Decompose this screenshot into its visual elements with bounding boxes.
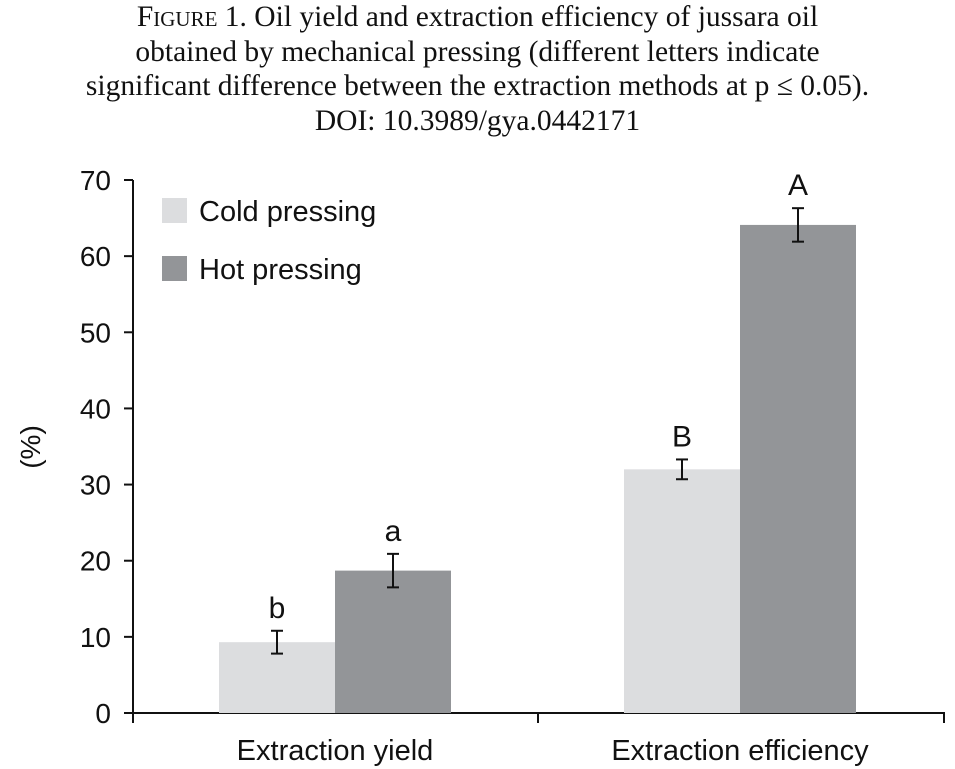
caption-line-1-text: Oil yield and extraction efficiency of j… xyxy=(254,1,819,33)
bar xyxy=(335,570,451,713)
y-tick-label: 60 xyxy=(80,241,111,272)
significance-letter: B xyxy=(672,420,692,453)
legend-swatch xyxy=(162,198,187,223)
caption-line-2: obtained by mechanical pressing (differe… xyxy=(135,35,820,68)
x-category-label: Extraction efficiency xyxy=(611,735,869,767)
y-tick-label: 30 xyxy=(80,470,111,501)
y-tick-label: 20 xyxy=(80,546,111,577)
figure-caption: Figure 1. Oil yield and extraction effic… xyxy=(0,0,955,138)
y-tick-label: 70 xyxy=(80,165,111,196)
y-tick-label: 0 xyxy=(95,698,111,729)
legend-label: Hot pressing xyxy=(199,254,362,286)
caption-figure-label: Figure xyxy=(136,1,218,33)
significance-letter: a xyxy=(385,515,402,548)
bar xyxy=(624,469,740,713)
significance-letter: b xyxy=(269,592,286,625)
caption-line-1: Figure 1. Oil yield and extraction effic… xyxy=(0,0,955,35)
caption-doi: DOI: 10.3989/gya.0442171 xyxy=(314,104,641,137)
y-tick-label: 10 xyxy=(80,622,111,653)
caption-figure-number: 1. xyxy=(224,1,247,33)
bar xyxy=(740,224,856,713)
legend-swatch xyxy=(162,256,187,281)
y-tick-label: 50 xyxy=(80,317,111,348)
caption-line-3: significant difference between the extra… xyxy=(85,70,870,102)
x-category-label: Extraction yield xyxy=(237,735,434,767)
y-axis-label: (%) xyxy=(15,425,46,469)
y-tick-label: 40 xyxy=(80,393,111,424)
legend-label: Cold pressing xyxy=(199,196,376,228)
significance-letter: A xyxy=(788,169,808,202)
